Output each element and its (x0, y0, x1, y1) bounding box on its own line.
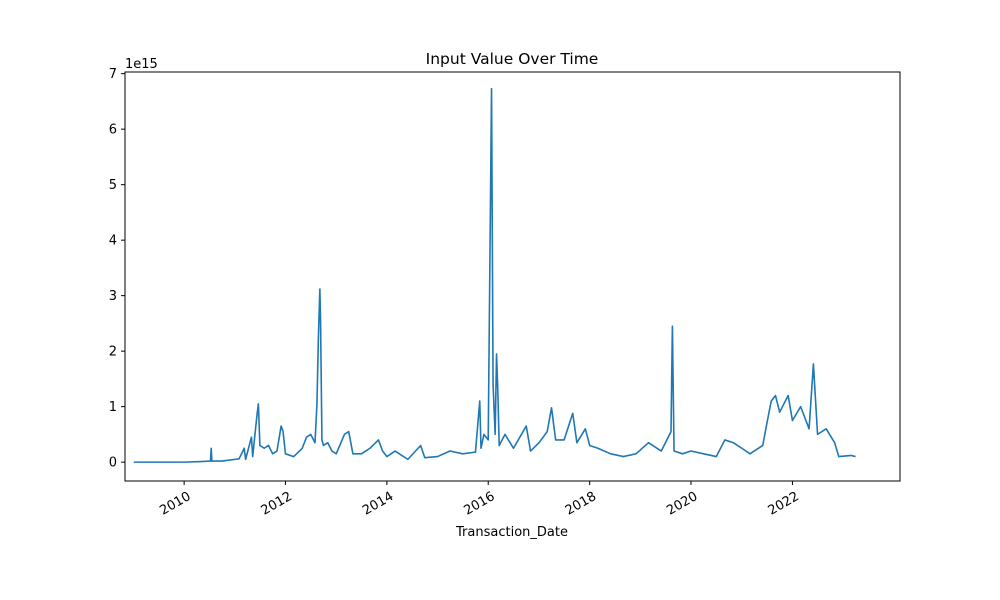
y-tick-label: 5 (109, 178, 117, 193)
y-tick-label: 0 (109, 456, 117, 471)
x-axis-label: Transaction_Date (455, 525, 568, 540)
y-tick-label: 7 (109, 67, 117, 82)
y-tick-label: 4 (109, 234, 117, 249)
y-tick-label: 3 (109, 289, 117, 304)
y-offset-label: 1e15 (125, 57, 158, 72)
y-tick-label: 6 (109, 123, 117, 138)
chart-title: Input Value Over Time (426, 50, 599, 68)
series-line-0 (133, 87, 856, 463)
series-layer (133, 87, 856, 463)
y-tick-label: 2 (109, 345, 117, 360)
y-tick-label: 1 (109, 400, 117, 415)
plot-frame (124, 71, 901, 482)
y-axis: 0 1 2 3 4 5 6 7 (109, 67, 125, 471)
